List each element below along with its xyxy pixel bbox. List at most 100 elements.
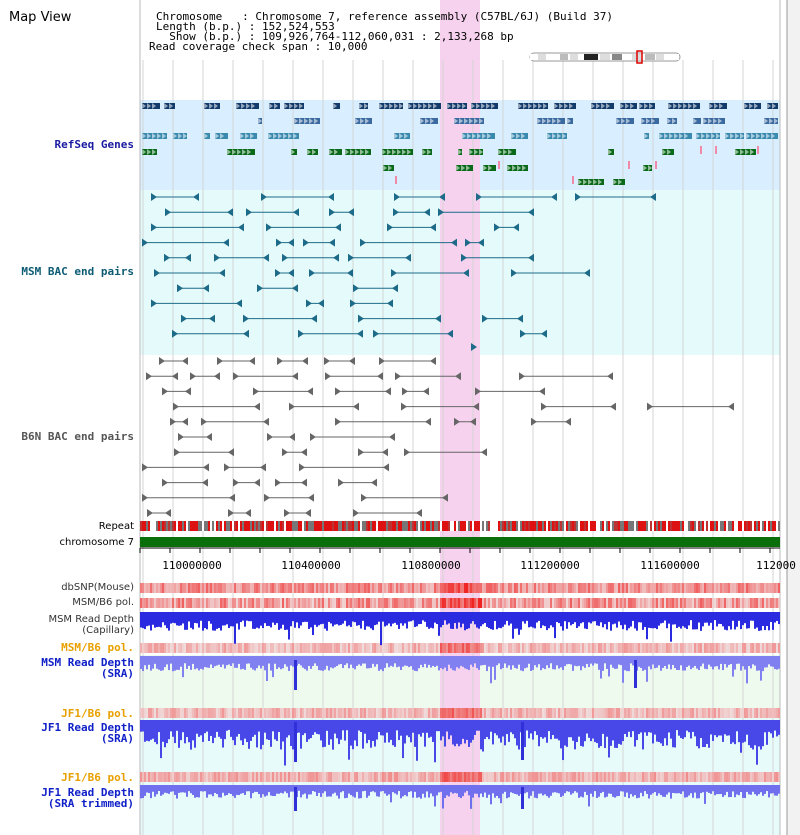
repeat-mark: [256, 521, 258, 531]
pol-heat: [674, 643, 676, 653]
pol-heat: [612, 708, 614, 718]
pol-heat: [744, 772, 746, 782]
gene-arrow: [735, 133, 739, 139]
gene-arrow: [291, 149, 295, 155]
pol-heat: [660, 708, 662, 718]
pol-heat: [580, 772, 582, 782]
jf1-depth-sra-bar: [302, 720, 304, 736]
gene-arrow: [683, 103, 687, 109]
jf1-depth-sra-bar: [140, 720, 142, 732]
pol-heat: [688, 643, 690, 653]
msm-depth-capillary-bar: [514, 612, 516, 629]
msm-depth-sra-bar: [204, 656, 206, 668]
pol-heat: [436, 708, 438, 718]
pol-heat: [552, 708, 554, 718]
pol-heat: [186, 598, 188, 608]
msm-depth-capillary-bar: [320, 612, 322, 625]
msm-depth-capillary-bar: [412, 612, 414, 621]
pol-heat: [188, 598, 190, 608]
msm-bac-pair-end: [482, 314, 488, 323]
pol-heat: [454, 708, 456, 718]
pol-heat: [386, 598, 388, 608]
repeat-mark: [254, 521, 256, 531]
msm-depth-capillary-bar: [502, 612, 504, 627]
pol-heat: [318, 598, 320, 608]
pol-heat: [412, 772, 414, 782]
dbsnp-heat: [376, 583, 378, 593]
pol-heat: [590, 598, 592, 608]
pol-heat: [376, 708, 378, 718]
msm-depth-capillary-bar: [704, 612, 706, 623]
msm-depth-capillary-bar: [390, 612, 392, 627]
msm-depth-sra-bar: [700, 656, 702, 667]
pol-heat: [372, 772, 374, 782]
jf1-depth-sra-bar: [396, 720, 398, 731]
jf1-depth-trim-bar: [538, 785, 540, 794]
jf1-depth-trim-bar: [578, 785, 580, 798]
pol-heat: [670, 643, 672, 653]
repeat-mark: [464, 521, 466, 531]
msm-depth-sra-bar: [282, 656, 284, 669]
jf1-depth-trim-bar: [292, 785, 294, 792]
dbsnp-heat: [148, 583, 150, 593]
pol-heat: [294, 643, 296, 653]
jf1-depth-sra-bar: [600, 720, 602, 747]
msm-depth-capillary-bar: [776, 612, 778, 621]
repeat-mark: [392, 521, 394, 531]
pol-heat: [570, 708, 572, 718]
msm-depth-sra-bar: [740, 656, 742, 671]
msm-bac-pair-end: [394, 193, 400, 201]
jf1-depth-trim-bar: [544, 785, 546, 795]
pol-heat: [390, 708, 392, 718]
dbsnp-heat: [638, 583, 640, 593]
repeat-mark: [428, 521, 430, 531]
pol-heat: [368, 643, 370, 653]
msm-depth-sra-bar: [356, 656, 358, 666]
msm-bac-pair-end: [478, 238, 484, 247]
pol-heat: [222, 643, 224, 653]
gene-arrow: [557, 133, 561, 139]
pol-heat: [436, 772, 438, 782]
jf1-depth-sra-bar: [528, 720, 530, 739]
dbsnp-heat: [160, 583, 162, 593]
dbsnp-heat: [700, 583, 702, 593]
pol-heat: [508, 772, 510, 782]
pol-heat: [274, 772, 276, 782]
pol-heat: [508, 598, 510, 608]
gene-arrow: [562, 133, 566, 139]
pol-heat: [662, 772, 664, 782]
msm-bac-pair-end: [387, 299, 393, 308]
jf1-depth-trim-bar: [328, 785, 330, 797]
pol-heat: [602, 643, 604, 653]
repeat-label: Repeat: [98, 521, 134, 532]
gene-arrow: [467, 133, 471, 139]
msm-depth-capillary-bar: [700, 612, 702, 631]
pol-heat: [422, 598, 424, 608]
pol-heat: [316, 772, 318, 782]
pol-heat: [256, 643, 258, 653]
jf1-depth-trim-bar: [236, 785, 238, 795]
jf1-depth-trim-bar: [458, 785, 460, 798]
pol-heat: [534, 772, 536, 782]
pol-heat: [464, 708, 466, 718]
pol-heat: [330, 772, 332, 782]
pol-heat: [304, 708, 306, 718]
pol-heat: [186, 643, 188, 653]
dbsnp-heat: [716, 583, 718, 593]
jf1-depth-sra-bar: [578, 720, 580, 737]
pol-heat: [438, 772, 440, 782]
msm-depth-sra-bar: [596, 656, 598, 664]
jf1-depth-trim-bar: [322, 785, 324, 794]
pol-heat: [580, 708, 582, 718]
msm-depth-sra-bar: [474, 656, 476, 664]
repeat-mark: [530, 521, 532, 531]
pol-heat: [316, 643, 318, 653]
msm-depth-capillary-bar: [698, 612, 700, 623]
pol-heat: [422, 772, 424, 782]
jf1-depth-sra-bar: [704, 720, 706, 748]
b6n-bac-pair-end: [172, 372, 178, 381]
msm-depth-capillary-bar: [162, 612, 164, 623]
jf1-depth-sra-bar: [580, 720, 582, 746]
jf1-depth-sra-bar: [452, 720, 454, 745]
